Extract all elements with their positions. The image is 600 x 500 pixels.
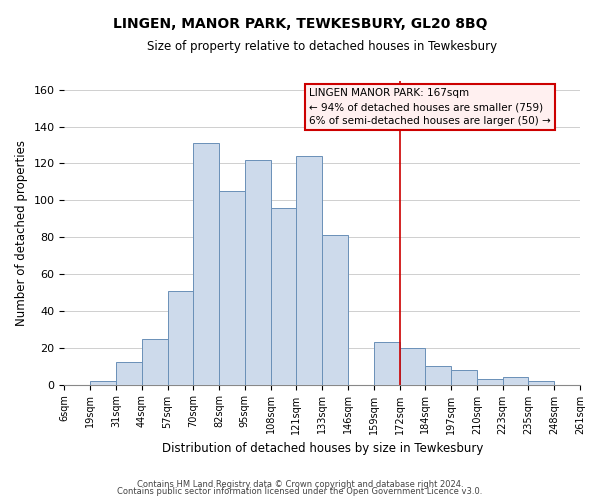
Text: Contains public sector information licensed under the Open Government Licence v3: Contains public sector information licen… bbox=[118, 487, 482, 496]
Text: LINGEN MANOR PARK: 167sqm
← 94% of detached houses are smaller (759)
6% of semi-: LINGEN MANOR PARK: 167sqm ← 94% of detac… bbox=[310, 88, 551, 126]
Bar bbox=[142, 338, 167, 384]
Bar bbox=[90, 381, 116, 384]
Bar bbox=[503, 377, 529, 384]
Y-axis label: Number of detached properties: Number of detached properties bbox=[15, 140, 28, 326]
Bar bbox=[167, 290, 193, 384]
Bar bbox=[451, 370, 477, 384]
Text: Contains HM Land Registry data © Crown copyright and database right 2024.: Contains HM Land Registry data © Crown c… bbox=[137, 480, 463, 489]
Bar bbox=[245, 160, 271, 384]
Bar bbox=[296, 156, 322, 384]
Bar bbox=[271, 208, 296, 384]
Bar bbox=[477, 379, 503, 384]
Bar bbox=[374, 342, 400, 384]
Bar bbox=[425, 366, 451, 384]
Bar bbox=[193, 143, 219, 384]
X-axis label: Distribution of detached houses by size in Tewkesbury: Distribution of detached houses by size … bbox=[161, 442, 483, 455]
Bar bbox=[400, 348, 425, 385]
Bar bbox=[322, 236, 348, 384]
Title: Size of property relative to detached houses in Tewkesbury: Size of property relative to detached ho… bbox=[147, 40, 497, 53]
Bar bbox=[116, 362, 142, 384]
Bar bbox=[529, 381, 554, 384]
Bar bbox=[219, 191, 245, 384]
Text: LINGEN, MANOR PARK, TEWKESBURY, GL20 8BQ: LINGEN, MANOR PARK, TEWKESBURY, GL20 8BQ bbox=[113, 18, 487, 32]
